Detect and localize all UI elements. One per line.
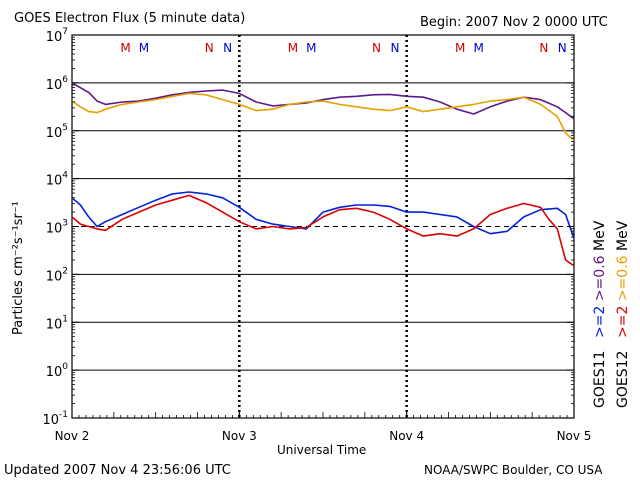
event-marker: M <box>306 41 316 55</box>
legend-satellite-label: GOES11 <box>592 351 608 408</box>
y-tick-label: 101 <box>46 314 68 332</box>
legend-satellite-label: GOES12 <box>615 351 631 408</box>
event-marker: N <box>558 41 567 55</box>
chart-title: GOES Electron Flux (5 minute data) <box>14 11 245 26</box>
event-marker: M <box>455 41 465 55</box>
gridlines <box>72 35 574 418</box>
x-tick-label: Nov 2 <box>55 429 90 443</box>
x-axis-ticks: Nov 2 Nov 3 Nov 4 Nov 5 <box>55 410 592 443</box>
event-marker: N <box>372 41 381 55</box>
y-axis-ticks: 107 106 105 104 103 102 101 100 10-1 <box>42 27 574 428</box>
x-axis-label: Universal Time <box>277 443 366 457</box>
x-tick-label: Nov 4 <box>389 429 424 443</box>
event-marker: N <box>223 41 232 55</box>
y-tick-label: 104 <box>46 171 69 189</box>
event-marker: M <box>139 41 149 55</box>
series-lines <box>71 82 575 267</box>
y-tick-label: 106 <box>46 75 69 93</box>
y-tick-label: 103 <box>46 219 68 237</box>
y-tick-label: 100 <box>46 362 69 380</box>
y-tick-label: 105 <box>46 123 68 141</box>
y-tick-label: 107 <box>46 27 68 45</box>
y-tick-label: 10-1 <box>42 410 68 428</box>
event-marker: N <box>539 41 548 55</box>
legend-energy-label: >=2 >=0.6 MeV <box>615 220 631 338</box>
source-credit: NOAA/SWPC Boulder, CO USA <box>424 463 603 477</box>
event-marker: M <box>288 41 298 55</box>
series-line <box>71 191 575 239</box>
begin-label: Begin: 2007 Nov 2 0000 UTC <box>420 15 608 30</box>
legend: >=2 >=0.6 MeV >=2 >=0.6 MeV GOES11 GOES12 <box>592 220 631 408</box>
x-tick-label: Nov 5 <box>557 429 592 443</box>
updated-timestamp: Updated 2007 Nov 4 23:56:06 UTC <box>4 463 231 478</box>
series-line <box>71 82 575 120</box>
series-line <box>71 194 575 267</box>
y-axis-label: Particles cm⁻²s⁻¹sr⁻¹ <box>11 201 26 335</box>
x-tick-label: Nov 3 <box>222 429 257 443</box>
legend-energy-label: >=2 >=0.6 MeV <box>592 220 608 338</box>
y-tick-label: 102 <box>46 266 68 284</box>
event-marker: N <box>390 41 399 55</box>
event-marker: M <box>473 41 483 55</box>
event-marker: M <box>120 41 130 55</box>
series-line <box>71 92 575 141</box>
event-marker: N <box>205 41 214 55</box>
